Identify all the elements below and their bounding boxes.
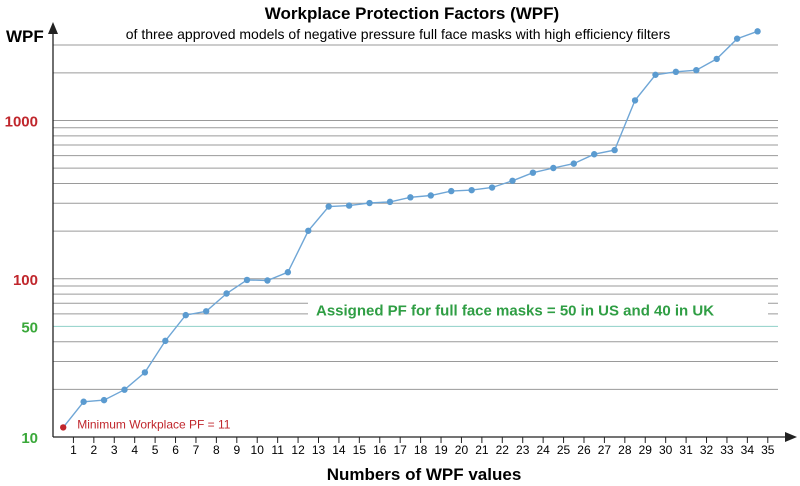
y-axis-arrow — [48, 22, 58, 34]
x-tick-label: 8 — [213, 443, 220, 457]
data-point — [611, 146, 618, 154]
assigned-pf-label: Assigned PF for full face masks = 50 in … — [316, 302, 714, 319]
x-axis-arrow — [785, 432, 797, 442]
data-point — [202, 308, 210, 315]
y-tick-label: 50 — [21, 319, 38, 336]
chart-title: Workplace Protection Factors (WPF) — [265, 4, 559, 23]
x-tick-label: 11 — [271, 443, 284, 457]
data-point — [345, 202, 353, 209]
min-wpf-label: Minimum Workplace PF = 11 — [77, 417, 231, 431]
x-tick-label: 20 — [455, 443, 469, 457]
data-point — [529, 169, 537, 176]
data-point — [243, 276, 251, 284]
x-tick-label: 15 — [353, 443, 367, 457]
axes — [48, 22, 797, 442]
x-tick-label: 9 — [233, 443, 240, 457]
x-tick-label: 4 — [131, 443, 138, 457]
y-axis-label: WPF — [6, 27, 44, 46]
data-point — [733, 35, 741, 42]
data-point — [182, 311, 189, 319]
x-tick-label: 19 — [434, 443, 448, 457]
x-tick-label: 31 — [679, 443, 693, 457]
x-tick-label: 13 — [312, 443, 326, 457]
annotations: Assigned PF for full face masks = 50 in … — [77, 299, 768, 431]
x-tick-label: 22 — [496, 443, 510, 457]
data-point — [590, 151, 598, 158]
data-point — [713, 55, 720, 63]
x-tick-label: 2 — [91, 443, 98, 457]
data-point — [488, 184, 496, 191]
x-axis-label: Numbers of WPF values — [327, 465, 522, 484]
min-wpf-point — [60, 424, 67, 431]
x-tick-label: 30 — [659, 443, 673, 457]
y-tick-label: 1000 — [5, 114, 38, 131]
data-point — [100, 396, 108, 404]
data-point — [121, 386, 128, 393]
x-tick-label: 17 — [394, 443, 408, 457]
x-tick-label: 10 — [251, 443, 265, 457]
data-point — [223, 290, 230, 297]
data-point — [427, 192, 435, 199]
data-point — [672, 68, 680, 76]
x-tick-label: 27 — [598, 443, 612, 457]
x-tick-label: 7 — [193, 443, 200, 457]
data-point — [631, 97, 639, 104]
x-tick-label: 5 — [152, 443, 159, 457]
x-tick-label: 24 — [536, 443, 550, 457]
series — [60, 28, 761, 431]
data-point — [325, 203, 332, 210]
x-tick-label: 3 — [111, 443, 118, 457]
data-point — [366, 199, 373, 207]
x-tick-label: 33 — [720, 443, 734, 457]
data-point — [550, 164, 557, 172]
data-point — [162, 337, 169, 345]
data-point — [448, 187, 455, 195]
x-tick-label: 21 — [475, 443, 489, 457]
data-point — [141, 369, 149, 376]
x-tick-label: 35 — [761, 443, 775, 457]
x-tick-label: 23 — [516, 443, 530, 457]
x-tick-label: 28 — [618, 443, 632, 457]
assigned-pf-label-bg — [308, 299, 768, 320]
x-tick-label: 1 — [70, 443, 77, 457]
data-point — [284, 269, 292, 276]
data-point — [468, 186, 475, 194]
data-point — [754, 28, 761, 35]
data-point — [570, 160, 577, 167]
x-tick-label: 16 — [373, 443, 387, 457]
chart-subtitle: of three approved models of negative pre… — [126, 26, 670, 42]
x-tick-label: 18 — [414, 443, 428, 457]
x-tick-label: 14 — [332, 443, 346, 457]
x-tick-label: 29 — [639, 443, 653, 457]
data-point — [80, 398, 87, 405]
x-tick-label: 26 — [577, 443, 591, 457]
gridlines — [53, 44, 778, 390]
x-ticks: 1 2 3 4 5 6 7 8 9 10 11 12 13 14 15 16 17 18 19 20 21 22 23 24 2… — [70, 437, 775, 457]
data-point — [509, 177, 516, 184]
data-point — [693, 66, 700, 74]
data-point — [305, 227, 312, 234]
data-point — [407, 194, 414, 201]
data-point — [386, 198, 394, 206]
y-tick-label: 10 — [21, 430, 38, 447]
data-point — [652, 71, 659, 78]
x-tick-label: 6 — [172, 443, 179, 457]
x-tick-label: 34 — [741, 443, 755, 457]
y-tick-label: 100 — [13, 272, 38, 289]
y-ticks: 10 50 100 1000 — [5, 114, 38, 447]
x-tick-label: 12 — [291, 443, 305, 457]
wpf-series-line — [62, 30, 758, 428]
data-point — [264, 277, 271, 284]
x-tick-label: 25 — [557, 443, 571, 457]
x-tick-label: 32 — [700, 443, 714, 457]
